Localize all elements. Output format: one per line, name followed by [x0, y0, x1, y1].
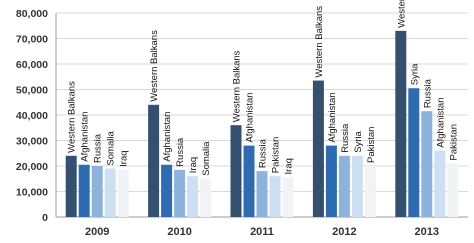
bar-label: Western Balkans	[232, 50, 243, 122]
bar-label: Afghanistan	[245, 92, 256, 142]
y-tick-label: 0	[42, 212, 48, 224]
bar	[364, 166, 376, 217]
bar-label: Western Balkans	[314, 6, 325, 78]
bar	[282, 177, 294, 217]
bar	[148, 104, 160, 217]
bar	[200, 178, 212, 217]
bar	[269, 176, 281, 217]
bar	[243, 145, 255, 217]
bar-label: Syria	[353, 130, 364, 152]
bar	[78, 164, 90, 217]
bar-label: Russia	[340, 123, 351, 153]
bar	[395, 30, 407, 217]
bar	[256, 171, 268, 217]
bar	[351, 155, 363, 217]
bar	[117, 169, 129, 217]
bar	[230, 125, 242, 217]
bar	[325, 145, 337, 217]
bar-label: Iraq	[119, 150, 130, 166]
bar	[187, 176, 199, 217]
x-tick-label: 2012	[332, 226, 356, 238]
y-tick-label: 10,000	[16, 187, 48, 199]
bar-label: Somalia	[201, 141, 212, 176]
y-tick-label: 40,000	[16, 110, 48, 122]
bar	[447, 163, 459, 217]
bar	[161, 164, 173, 217]
bar-label: Afghanistan	[162, 112, 173, 162]
y-tick-label: 70,000	[16, 34, 48, 46]
bar-label: Russia	[422, 78, 433, 108]
bar-label: Pakistan	[271, 137, 282, 173]
bar	[312, 80, 324, 217]
bar-label: Western Balkans	[396, 0, 407, 28]
x-tick-label: 2011	[250, 226, 274, 238]
x-tick-label: 2009	[85, 226, 109, 238]
bar-label: Afghanistan	[327, 92, 338, 142]
bar	[338, 155, 350, 217]
y-tick-label: 50,000	[16, 85, 48, 97]
bar	[174, 169, 186, 217]
bar-label: Afghanistan	[80, 112, 91, 162]
bar-label: Russia	[258, 138, 269, 168]
x-tick-label: 2010	[167, 226, 191, 238]
bar	[91, 166, 103, 217]
bar	[434, 150, 446, 217]
bar	[421, 111, 433, 217]
bar-label: Iraq	[188, 157, 199, 173]
bar	[408, 88, 420, 217]
bar-label: Iraq	[284, 158, 295, 174]
y-tick-label: 30,000	[16, 136, 48, 148]
bar-label: Western Balkans	[149, 30, 160, 102]
bar-label: Afghanistan	[435, 98, 446, 148]
bar	[104, 168, 116, 217]
bar-label: Russia	[175, 137, 186, 167]
x-tick-label: 2013	[415, 226, 439, 238]
y-tick-label: 60,000	[16, 59, 48, 71]
bar	[65, 155, 77, 217]
bar-label: Russia	[93, 133, 104, 163]
bar-label: Syria	[409, 63, 420, 85]
bar-label: Pakistan	[448, 124, 459, 160]
bar-label: Western Balkans	[67, 81, 78, 153]
y-tick-label: 20,000	[16, 161, 48, 173]
bar-label: Pakistan	[366, 127, 377, 163]
y-tick-label: 80,000	[16, 8, 48, 20]
bar-label: Somalia	[106, 131, 117, 166]
